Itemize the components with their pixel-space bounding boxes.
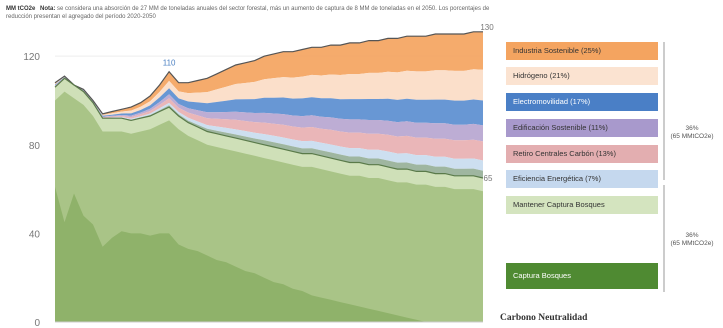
area-electromovilidad [55, 77, 483, 126]
area-hidrogeno [55, 69, 483, 116]
area-edificacion-sostenible [55, 77, 483, 142]
axis-layer: 0 40 80 120 [23, 52, 483, 328]
area-mantener-captura-bosques [55, 78, 483, 192]
bracket-upper-pct: 36% [685, 125, 699, 132]
annotation-end-high: 130 [480, 23, 494, 32]
note-label: Nota: [40, 6, 56, 12]
legend-item: Industria Sostenible (25%) [506, 42, 658, 60]
line-net-emissions [54, 77, 484, 179]
bracket-label-lower: 36% (65 MMtCO2e) [664, 232, 720, 248]
area-layer [54, 31, 484, 322]
area-captura-bosques-base [55, 186, 483, 322]
area-industria-sostenible [55, 31, 483, 115]
legend-item: Electromovilidad (17%) [506, 93, 658, 111]
chart-note: MM tCO2e Nota: se considera una absorció… [6, 5, 506, 21]
bracket-lower-pct: 36% [685, 232, 699, 239]
y-tick-label: 80 [29, 141, 41, 152]
line-baseline [54, 31, 483, 115]
bracket-upper-amount: (65 MMtCO2e) [670, 133, 714, 140]
legend-item: Mantener Captura Bosques [506, 196, 658, 214]
area-eficiencia-energetica [55, 78, 483, 171]
note-text: se considera una absorción de 27 MM de t… [6, 6, 490, 20]
area-retiro-centrales-carbon [55, 77, 483, 161]
legend-item: Eficiencia Energética (7%) [506, 170, 658, 188]
bracket-lower-amount: (65 MMtCO2e) [670, 240, 714, 247]
legend-item: Edificación Sostenible (11%) [506, 119, 658, 137]
legend-item-captura-bosques: Captura Bosques [506, 263, 658, 289]
annotation-end-low: 65 [484, 174, 493, 183]
y-tick-label: 120 [23, 52, 40, 63]
annotation-layer: 110 130 65 [163, 23, 665, 292]
area-wedge-residual [55, 78, 483, 178]
legend-item: Retiro Centrales Carbón (13%) [506, 145, 658, 163]
bracket-label-upper: 36% (65 MMtCO2e) [664, 125, 720, 141]
y-tick-label: 0 [34, 318, 40, 328]
footer-label: Carbono Neutralidad [500, 313, 588, 323]
annotation-peak: 110 [163, 59, 176, 68]
y-tick-label: 40 [29, 229, 41, 240]
unit-label: MM tCO2e [6, 6, 36, 12]
legend-item: Hidrógeno (21%) [506, 67, 658, 85]
